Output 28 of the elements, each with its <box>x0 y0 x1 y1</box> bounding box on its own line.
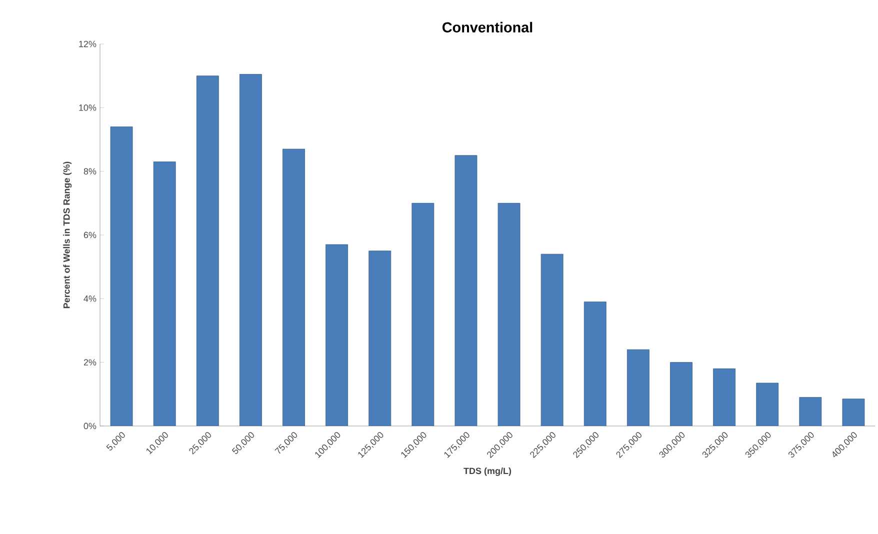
y-axis-title: Percent of Wells in TDS Range (%) <box>63 162 72 308</box>
bar <box>110 126 133 426</box>
bar <box>412 202 434 426</box>
y-tick-label: 2% <box>84 359 96 366</box>
bar <box>368 250 392 426</box>
bar <box>540 254 564 426</box>
bar <box>196 76 219 426</box>
bar <box>282 148 305 426</box>
bar <box>326 244 348 426</box>
bar <box>713 368 736 426</box>
y-tick-label: 6% <box>84 232 96 238</box>
bar <box>153 162 176 426</box>
bar <box>498 202 520 426</box>
y-tick-label: 4% <box>84 296 96 302</box>
y-tick-label: 12% <box>79 40 96 48</box>
bar <box>842 398 865 426</box>
bar <box>756 382 779 426</box>
bar <box>799 397 822 426</box>
chart-title: Conventional <box>442 22 532 32</box>
y-tick-label: 0% <box>84 422 96 430</box>
bar <box>454 155 478 426</box>
bar <box>584 302 606 426</box>
x-axis-title: TDS (mg/L) <box>464 467 512 476</box>
y-tick-label: 8% <box>84 168 96 175</box>
bar <box>670 362 692 426</box>
bar <box>626 349 650 426</box>
y-tick-label: 10% <box>79 104 96 111</box>
bar <box>240 74 262 426</box>
